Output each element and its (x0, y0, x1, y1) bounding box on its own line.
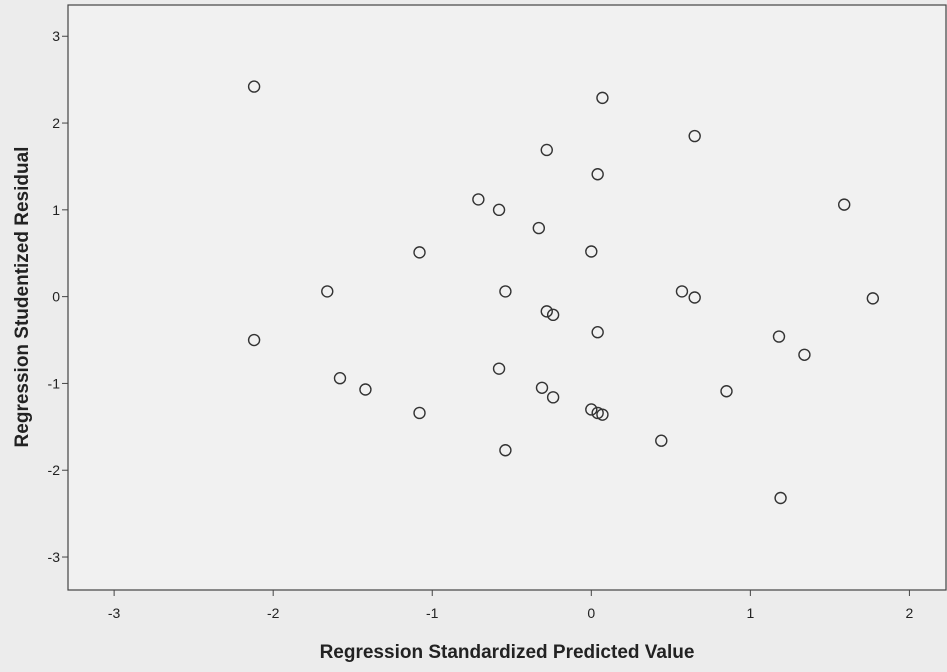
point (359, 383, 372, 396)
y-tick-label: -1 (48, 375, 61, 391)
plot-area (67, 4, 947, 591)
point (596, 408, 609, 421)
point (333, 372, 347, 385)
x-tick-label: 2 (906, 605, 914, 621)
point (540, 305, 553, 318)
x-tick-label: 1 (746, 605, 754, 621)
point (585, 245, 598, 258)
y-axis-label: Regression Studentized Residual (12, 147, 33, 448)
x-tick-label: -2 (267, 605, 280, 621)
point (866, 292, 880, 305)
point (772, 330, 786, 343)
point (591, 326, 604, 339)
point (688, 129, 701, 143)
x-tick-label: 0 (587, 605, 595, 621)
x-tick-label: -1 (426, 605, 439, 621)
point (655, 434, 668, 447)
point (596, 91, 609, 105)
point (413, 246, 426, 259)
point (546, 308, 560, 322)
point (499, 444, 512, 457)
point (492, 203, 506, 217)
x-tick-label: -3 (108, 605, 121, 621)
y-tick-label: 0 (52, 289, 60, 305)
point (688, 291, 701, 304)
point (540, 143, 553, 157)
y-tick-label: -3 (48, 549, 61, 565)
point (472, 193, 485, 206)
point (546, 391, 560, 404)
y-tick-label: -2 (48, 462, 61, 478)
point (591, 168, 604, 181)
y-tick-label: 2 (52, 115, 60, 131)
point (798, 348, 811, 361)
point (247, 333, 261, 347)
point (247, 80, 261, 93)
y-tick-label: 1 (52, 202, 60, 218)
point (838, 198, 851, 211)
y-tick-label: 3 (52, 28, 60, 44)
point (774, 491, 787, 505)
point (585, 403, 598, 416)
point (321, 285, 334, 298)
point (535, 381, 549, 394)
point (532, 221, 546, 235)
point (720, 385, 733, 398)
point (499, 285, 512, 298)
point (492, 362, 506, 375)
x-axis-label: Regression Standardized Predicted Value (320, 642, 695, 663)
point (675, 285, 689, 298)
point (413, 406, 426, 420)
